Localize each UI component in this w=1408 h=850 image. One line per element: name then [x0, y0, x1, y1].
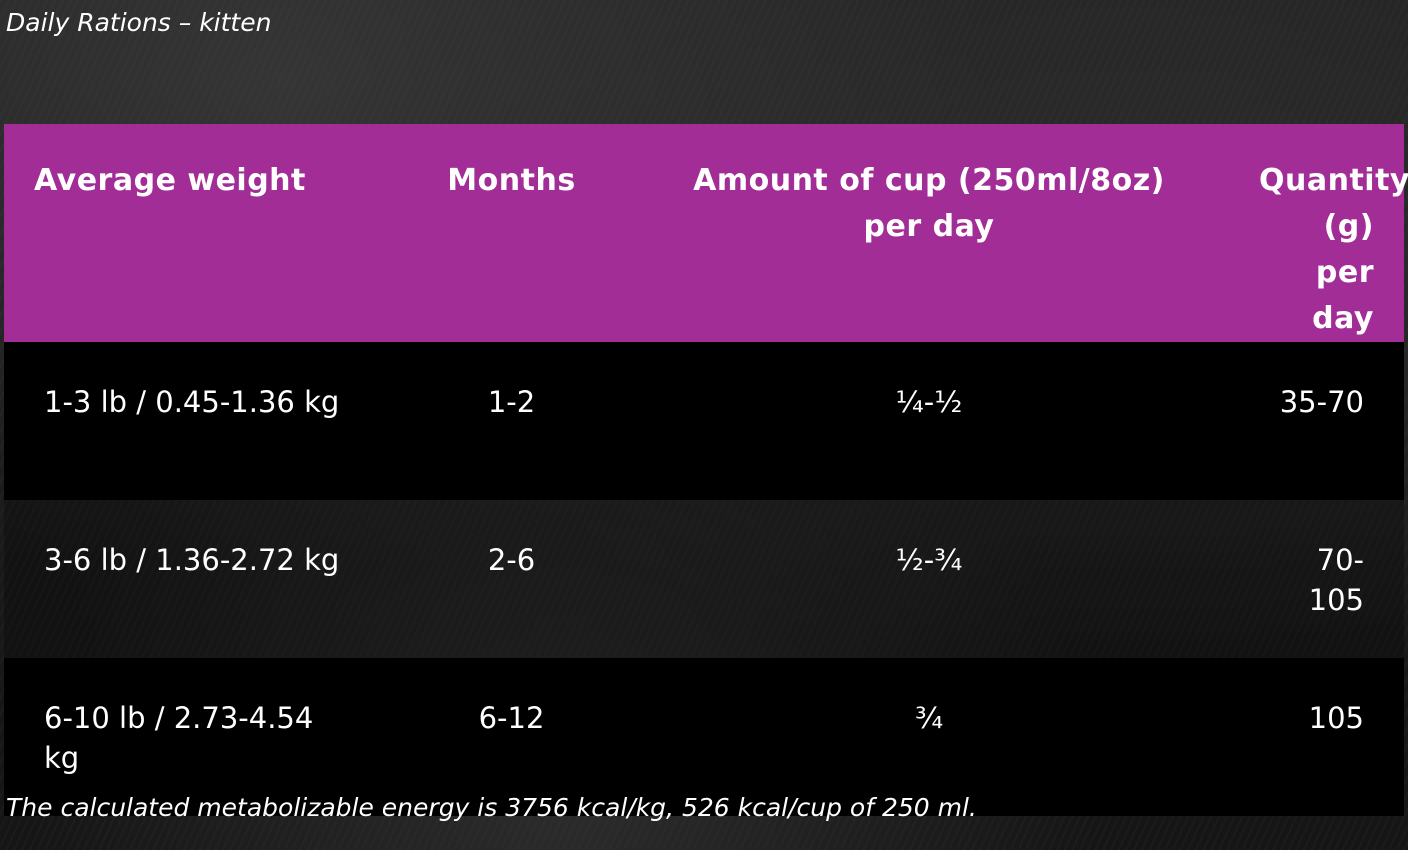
- cell-months: 6-12: [394, 658, 629, 816]
- table-row: 3-6 lb / 1.36-2.72 kg 2-6 ½-¾ 70-105: [4, 500, 1404, 658]
- cell-quantity: 35-70: [1229, 342, 1404, 500]
- table-row: 6-10 lb / 2.73-4.54 kg 6-12 ¾ 105: [4, 658, 1404, 816]
- cell-weight: 3-6 lb / 1.36-2.72 kg: [4, 500, 394, 658]
- rations-table: Average weight Months Amount of cup (250…: [4, 124, 1408, 816]
- table-header-row: Average weight Months Amount of cup (250…: [4, 124, 1408, 342]
- cell-cup: ¼-½: [629, 342, 1229, 500]
- header-quantity: Quantity (g) per day: [1229, 124, 1408, 342]
- cell-weight: 1-3 lb / 0.45-1.36 kg: [4, 342, 394, 500]
- header-months: Months: [394, 124, 629, 342]
- cell-quantity: 70-105: [1229, 500, 1404, 658]
- page-title: Daily Rations – kitten: [6, 8, 272, 37]
- cell-months: 2-6: [394, 500, 629, 658]
- header-amount-cup: Amount of cup (250ml/8oz) per day: [629, 124, 1229, 342]
- cell-weight: 6-10 lb / 2.73-4.54 kg: [4, 658, 394, 816]
- header-average-weight: Average weight: [4, 124, 394, 342]
- cell-cup: ½-¾: [629, 500, 1229, 658]
- cell-quantity: 105: [1229, 658, 1404, 816]
- cell-cup: ¾: [629, 658, 1229, 816]
- cell-months: 1-2: [394, 342, 629, 500]
- table-row: 1-3 lb / 0.45-1.36 kg 1-2 ¼-½ 35-70: [4, 342, 1404, 500]
- energy-note: The calculated metabolizable energy is 3…: [6, 793, 977, 822]
